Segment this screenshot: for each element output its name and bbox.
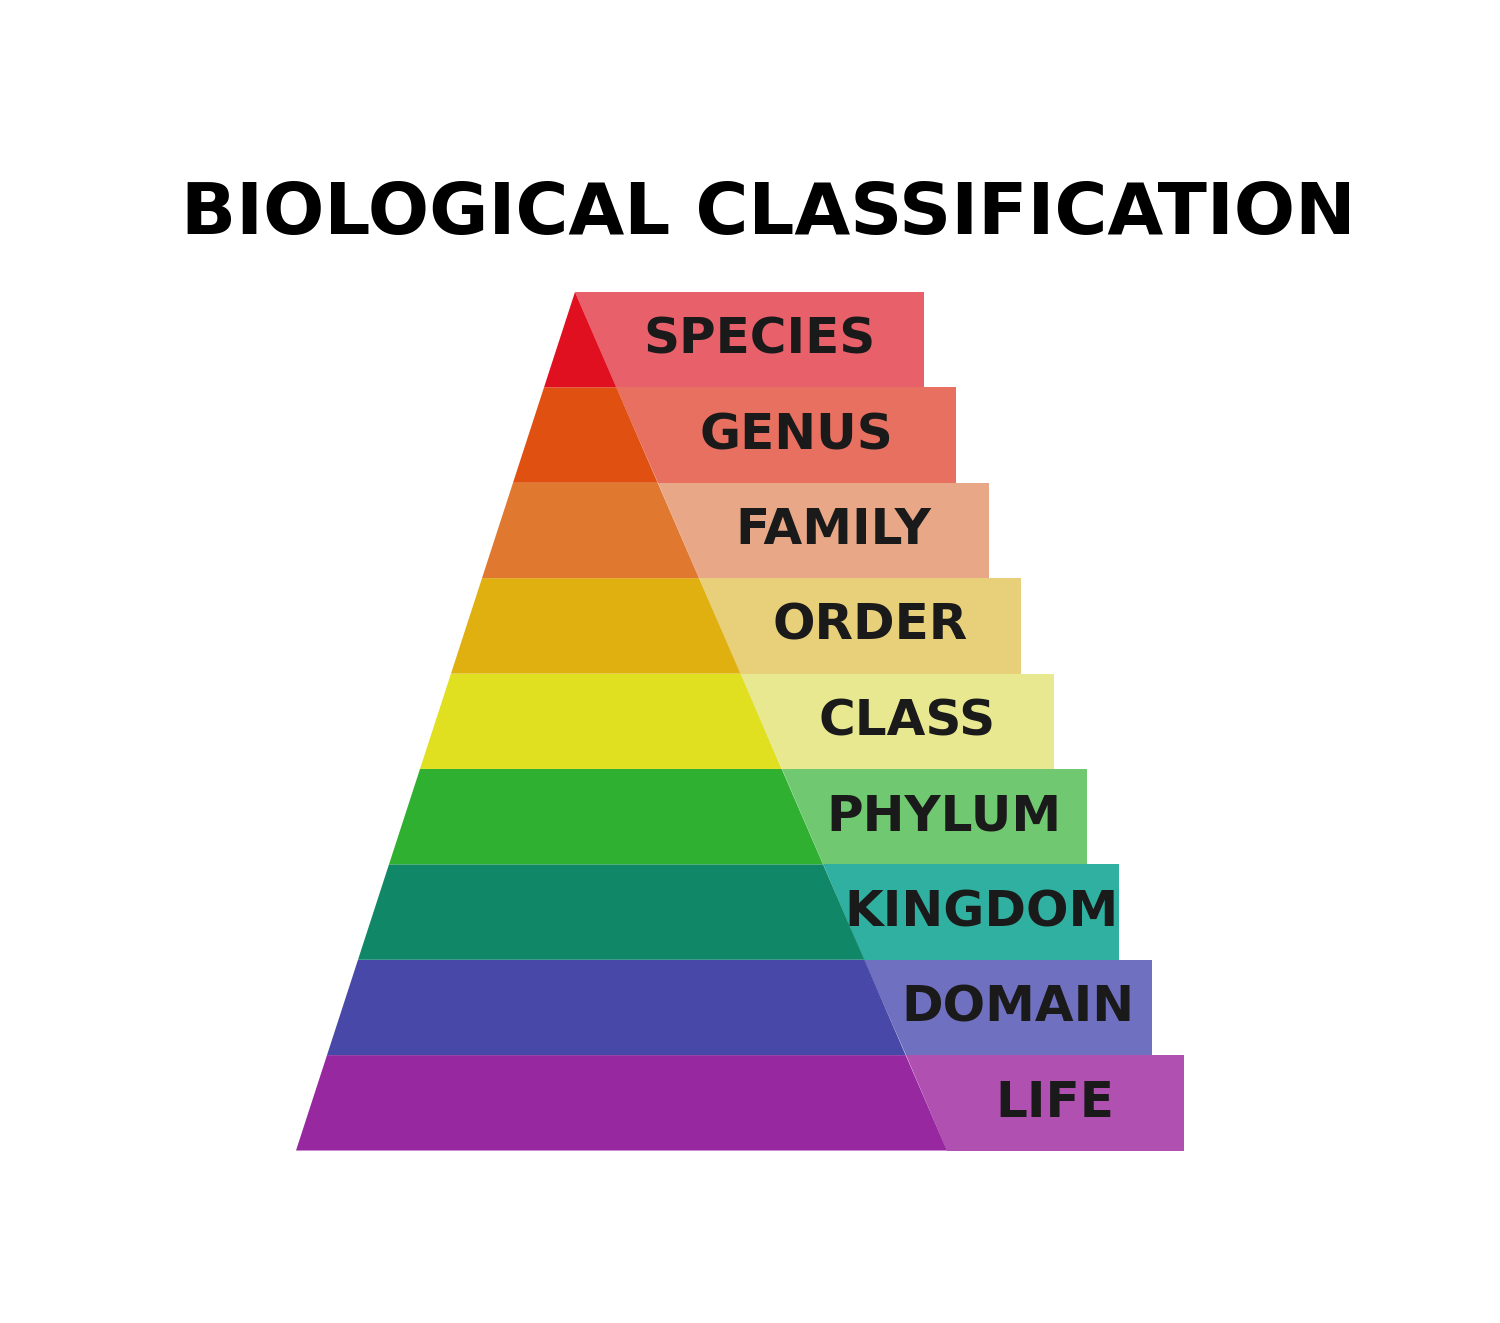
Text: LIFE: LIFE [996,1078,1114,1127]
Polygon shape [544,292,616,388]
Text: SPECIES: SPECIES [644,316,876,364]
Polygon shape [864,959,1152,1056]
Polygon shape [699,578,1022,673]
Polygon shape [388,769,824,864]
Polygon shape [741,673,1054,769]
Polygon shape [513,388,657,483]
Polygon shape [452,578,741,673]
Polygon shape [482,483,699,578]
Text: GENUS: GENUS [700,411,894,459]
Polygon shape [296,1056,946,1151]
Polygon shape [616,388,957,483]
Polygon shape [906,1056,1184,1151]
Polygon shape [327,959,906,1056]
Text: DOMAIN: DOMAIN [902,983,1136,1032]
Polygon shape [420,673,782,769]
Polygon shape [358,864,864,959]
Polygon shape [782,769,1086,864]
Polygon shape [824,864,1119,959]
Polygon shape [657,483,988,578]
Polygon shape [574,292,924,388]
Text: BIOLOGICAL CLASSIFICATION: BIOLOGICAL CLASSIFICATION [182,180,1356,249]
Text: CLASS: CLASS [819,697,996,745]
Text: PHYLUM: PHYLUM [827,792,1062,840]
Text: ORDER: ORDER [772,602,968,650]
Text: FAMILY: FAMILY [735,507,932,554]
Text: KINGDOM: KINGDOM [844,888,1119,937]
